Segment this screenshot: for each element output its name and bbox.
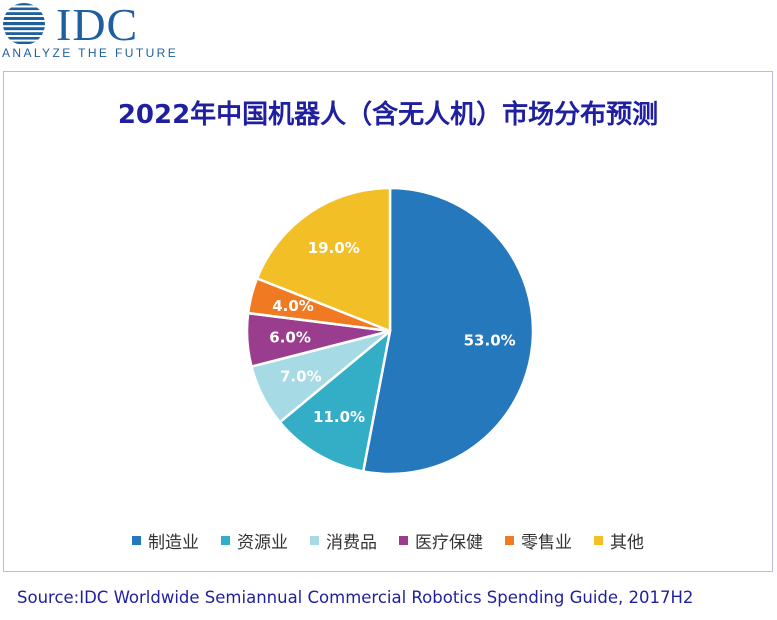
legend-label-other: 其他	[610, 532, 644, 553]
legend-item-consumer-goods: 消费品	[310, 528, 377, 553]
pie-slice-resources	[278, 329, 392, 473]
legend-item-manufacturing: 制造业	[132, 528, 199, 553]
pie-label-healthcare: 6.0%	[269, 328, 311, 346]
legend-label-resources: 资源业	[237, 532, 288, 553]
legend-swatch-other	[594, 535, 603, 545]
chart-title: 2022年中国机器人（含无人机）市场分布预测	[117, 100, 659, 130]
legend-swatch-retail	[505, 535, 514, 545]
chart-legend: 制造业 资源业 消费品 医疗保健 零售业 其他	[4, 525, 772, 555]
idc-logo: IDC ANALYZE THE FUTURE	[0, 0, 200, 66]
legend-item-healthcare: 医疗保健	[399, 528, 483, 553]
legend-label-consumer-goods: 消费品	[326, 532, 377, 553]
legend-swatch-consumer-goods	[310, 535, 319, 545]
legend-item-resources: 资源业	[221, 528, 288, 553]
pie-label-other: 19.0%	[308, 239, 360, 257]
pie-slice-other	[255, 186, 392, 333]
legend-item-other: 其他	[594, 528, 644, 553]
pie-slice-manufacturing	[361, 186, 535, 476]
legend-label-retail: 零售业	[521, 532, 572, 553]
legend-label-manufacturing: 制造业	[148, 532, 199, 553]
globe-logo-icon	[3, 3, 45, 44]
pie-label-consumer-goods: 7.0%	[280, 367, 322, 385]
legend-item-retail: 零售业	[505, 528, 572, 553]
pie-label-retail: 4.0%	[272, 297, 314, 315]
logo-wordmark: IDC	[56, 0, 139, 50]
legend-swatch-manufacturing	[132, 535, 141, 545]
pie-chart: 53.0% 11.0% 7.0% 6.0% 4.0% 19.0%	[245, 186, 535, 476]
pie-label-resources: 11.0%	[313, 408, 365, 426]
legend-swatch-resources	[221, 535, 230, 545]
source-note: Source:IDC Worldwide Semiannual Commerci…	[17, 588, 694, 607]
legend-swatch-healthcare	[399, 535, 408, 545]
pie-label-manufacturing: 53.0%	[464, 331, 516, 349]
legend-label-healthcare: 医疗保健	[415, 532, 483, 553]
logo-tagline: ANALYZE THE FUTURE	[2, 46, 179, 60]
chart-frame: 2022年中国机器人（含无人机）市场分布预测 53.0% 11.0% 7.0% 6.0…	[3, 71, 773, 572]
